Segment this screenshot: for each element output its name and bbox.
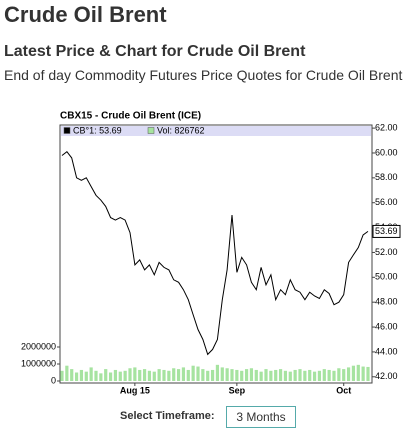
volume-bar bbox=[210, 369, 215, 381]
legend-swatch bbox=[147, 127, 155, 134]
y2-tick-label: 0 bbox=[51, 375, 56, 385]
volume-bar bbox=[84, 371, 88, 381]
volume-bar bbox=[94, 370, 98, 381]
last-price-label: 53.69 bbox=[375, 226, 398, 236]
y-tick-label: 58.00 bbox=[375, 172, 398, 182]
volume-bar bbox=[128, 368, 132, 381]
volume-bar bbox=[133, 367, 137, 381]
volume-bar bbox=[89, 367, 93, 381]
y-tick-label: 46.00 bbox=[375, 321, 398, 331]
y2-tick-label: 1000000 bbox=[21, 358, 56, 368]
volume-bar bbox=[361, 366, 365, 381]
timeframe-select[interactable]: 3 Months bbox=[226, 406, 296, 428]
chart-title: CBX15 - Crude Oil Brent (ICE) bbox=[60, 111, 201, 122]
chart: CBX15 - Crude Oil Brent (ICE) 42.00 44.00… bbox=[21, 111, 401, 395]
volume-bar bbox=[157, 369, 161, 381]
volume-bar bbox=[113, 369, 118, 381]
volume-bar bbox=[366, 366, 370, 381]
y-tick-label: 60.00 bbox=[375, 147, 398, 157]
volume-bar bbox=[220, 367, 224, 381]
volume-bar bbox=[317, 370, 322, 381]
volume-bar bbox=[283, 370, 288, 381]
volume-bar bbox=[356, 364, 360, 381]
y-tick-label: 56.00 bbox=[375, 197, 398, 207]
volume-bar bbox=[337, 368, 341, 381]
timeframe-label: Select Timeframe: bbox=[120, 410, 215, 422]
volume-bar bbox=[322, 369, 326, 381]
volume-bar bbox=[308, 369, 312, 381]
y2-tick-label: 2000000 bbox=[21, 341, 56, 351]
volume-bar bbox=[293, 369, 297, 381]
last-price-box bbox=[372, 224, 401, 238]
volume-bar bbox=[240, 370, 244, 381]
volume-bar bbox=[298, 369, 302, 381]
legend-bar bbox=[61, 126, 371, 136]
y-tick-label: 52.00 bbox=[375, 247, 398, 257]
volume-bar bbox=[249, 368, 254, 381]
volume-bar bbox=[191, 365, 195, 381]
volume-bar bbox=[206, 370, 210, 381]
page-title: Crude Oil Brent bbox=[4, 2, 167, 27]
volume-bar bbox=[346, 367, 351, 381]
volume-bar bbox=[118, 371, 122, 381]
volume-bar bbox=[186, 369, 190, 381]
y-tick-label: 62.00 bbox=[375, 122, 398, 132]
volume-bar bbox=[342, 369, 346, 381]
volume-bar bbox=[332, 370, 336, 381]
y-tick-label: 48.00 bbox=[375, 297, 398, 307]
volume-bar bbox=[225, 368, 229, 381]
volume-bar bbox=[201, 369, 205, 381]
y-tick-label: 42.00 bbox=[375, 371, 398, 381]
volume-bar bbox=[254, 369, 258, 381]
volume-bar bbox=[152, 371, 156, 381]
volume-bar bbox=[181, 367, 186, 381]
volume-bar bbox=[303, 370, 307, 381]
plot-frame bbox=[59, 124, 373, 384]
volume-bar bbox=[65, 365, 69, 381]
description: End of day Commodity Futures Price Quote… bbox=[4, 67, 403, 83]
volume-bar bbox=[196, 366, 200, 381]
legend-label: CB°1: 53.69 bbox=[73, 125, 122, 135]
volume-bar bbox=[264, 369, 268, 381]
volume-bar bbox=[99, 373, 103, 381]
volume-bar bbox=[74, 372, 79, 381]
volume-bar bbox=[274, 369, 278, 381]
volume-bar bbox=[123, 370, 127, 381]
volume-bar bbox=[172, 368, 176, 381]
volume-bar bbox=[288, 371, 292, 381]
legend-swatch bbox=[63, 127, 71, 134]
volume-bar bbox=[230, 369, 234, 381]
x-tick-label: Sep bbox=[229, 385, 246, 395]
volume-bar bbox=[138, 369, 142, 381]
price-line bbox=[61, 150, 369, 356]
volume-bar bbox=[147, 370, 152, 381]
volume-bar bbox=[351, 365, 356, 381]
volume-bar bbox=[162, 369, 166, 381]
volume-bar bbox=[259, 371, 263, 381]
y-tick-label: 50.00 bbox=[375, 272, 398, 282]
volume-bar bbox=[79, 369, 84, 381]
volume-bar bbox=[215, 364, 220, 381]
volume-bar bbox=[244, 369, 249, 381]
legend-label: Vol: 826762 bbox=[157, 125, 205, 135]
volume-bar bbox=[70, 369, 74, 381]
volume-bar bbox=[327, 369, 331, 381]
volume-bar bbox=[104, 369, 108, 381]
volume-bar bbox=[142, 369, 147, 381]
volume-bar bbox=[312, 371, 317, 381]
y-tick-label: 44.00 bbox=[375, 346, 398, 356]
volume-bar bbox=[176, 369, 181, 381]
volume-bar bbox=[235, 369, 239, 381]
volume-bar bbox=[269, 370, 273, 381]
volume-bar bbox=[60, 370, 64, 381]
subtitle: Latest Price & Chart for Crude Oil Brent bbox=[4, 43, 306, 60]
volume-bar bbox=[108, 372, 113, 381]
volume-bar bbox=[167, 370, 171, 381]
x-tick-label: Oct bbox=[336, 385, 351, 395]
volume-bar bbox=[278, 369, 283, 381]
x-tick-label: Aug 15 bbox=[120, 385, 150, 395]
